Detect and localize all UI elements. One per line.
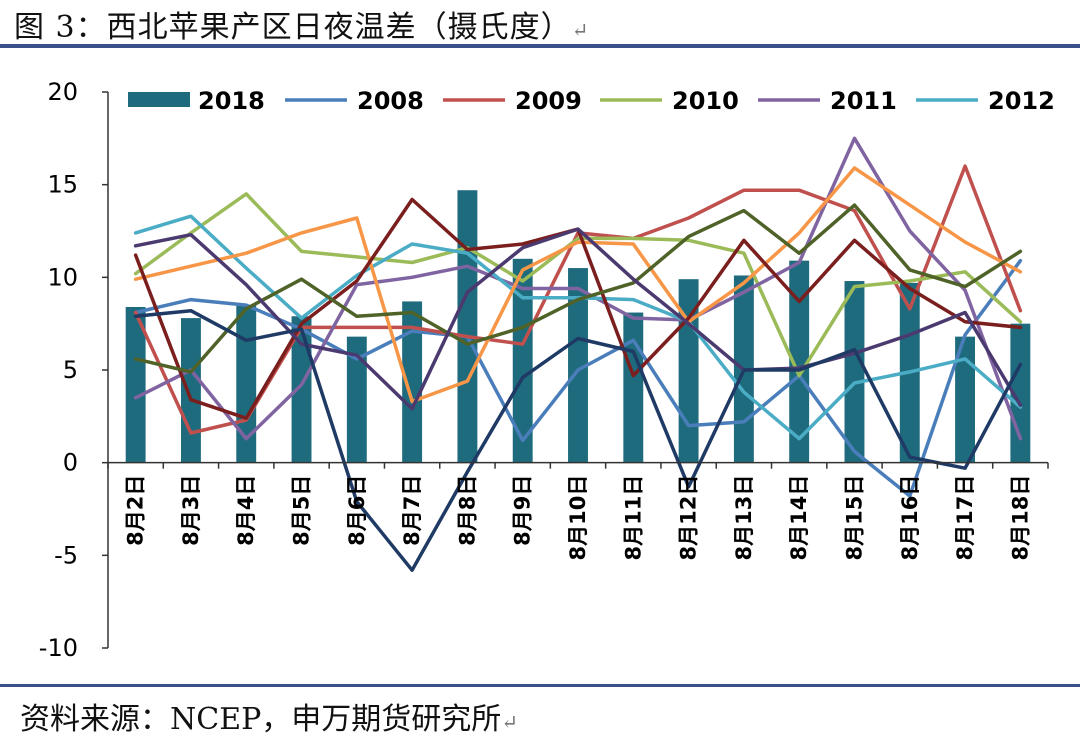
bar-2018-6 [402, 301, 423, 463]
bar-2018-16 [955, 336, 976, 463]
series-line-extra-9 [133, 227, 1023, 411]
bar-2018-8 [512, 258, 533, 463]
x-category-label: 8月15日 [842, 475, 866, 561]
series-line-extra-6 [133, 166, 1023, 404]
y-tick-label: 15 [47, 171, 78, 199]
series-line-2008 [133, 258, 1023, 498]
bar-2018-2 [180, 318, 201, 463]
legend: 2018 2008 2009 2010 2011 2012 [128, 87, 1055, 115]
x-category-label: 8月11日 [621, 475, 645, 561]
series-line-extra-8 [133, 203, 1023, 374]
axes: -10 -5 0 5 10 15 20 [39, 78, 109, 662]
series-line-extra-10 [133, 308, 1023, 572]
legend-swatch-2018 [128, 92, 190, 107]
x-category-label: 8月17日 [953, 475, 977, 561]
x-category-label: 8月8日 [455, 475, 479, 546]
legend-label-2012: 2012 [988, 87, 1055, 115]
title-rule [0, 44, 1080, 48]
bar-2018-4 [291, 316, 312, 463]
bar-2018-3 [236, 305, 257, 463]
legend-label-2010: 2010 [672, 87, 739, 115]
x-category-label: 8月2日 [124, 475, 148, 546]
x-category-label: 8月13日 [732, 475, 756, 561]
bar-2018-14 [844, 281, 865, 463]
x-category-label: 8月10日 [566, 475, 590, 561]
y-tick-label: 5 [63, 356, 78, 384]
legend-label-2018: 2018 [198, 87, 265, 115]
y-tick-label: -10 [39, 634, 78, 662]
bar-2018-9 [568, 268, 588, 463]
bar-2018-10 [623, 312, 644, 463]
legend-label-2011: 2011 [830, 87, 897, 115]
x-category-label: 8月3日 [179, 475, 203, 546]
series-line-2010 [133, 192, 1023, 378]
bar-2018-1 [125, 306, 146, 463]
footer-rule [0, 684, 1080, 687]
bar-2018-13 [789, 260, 810, 463]
x-category-label: 8月14日 [787, 475, 811, 561]
y-tick-label: 0 [63, 449, 78, 477]
x-category-label: 8月18日 [1008, 475, 1032, 561]
series-line-2012 [133, 214, 1023, 441]
series-line-2011 [133, 136, 1023, 441]
x-category-label: 8月5日 [290, 475, 314, 546]
y-tick-label: 20 [47, 78, 78, 106]
legend-label-2009: 2009 [515, 87, 582, 115]
legend-label-2008: 2008 [357, 87, 424, 115]
y-tick-label: -5 [54, 541, 78, 569]
x-category-label: 8月7日 [400, 475, 424, 546]
x-axis: 8月2日 8月3日 8月4日 8月5日 8月6日 8月7日 8月8日 8月9日 8月10日 8月1… [107, 461, 1049, 561]
x-category-label: 8月6日 [345, 475, 369, 546]
x-category-label: 8月12日 [677, 475, 701, 561]
x-category-label: 8月16日 [898, 475, 922, 561]
bar-2018-5 [346, 336, 367, 463]
bar-2018-7 [457, 190, 478, 463]
line-series [133, 136, 1023, 572]
y-tick-label: 10 [47, 263, 78, 291]
source-note: 资料来源：NCEP，申万期货研究所↵ [20, 702, 519, 737]
x-category-label: 8月4日 [234, 475, 258, 546]
x-category-label: 8月9日 [511, 475, 535, 546]
figure-title: 图 3：西北苹果产区日夜温差（摄氏度）↵ [14, 10, 590, 45]
